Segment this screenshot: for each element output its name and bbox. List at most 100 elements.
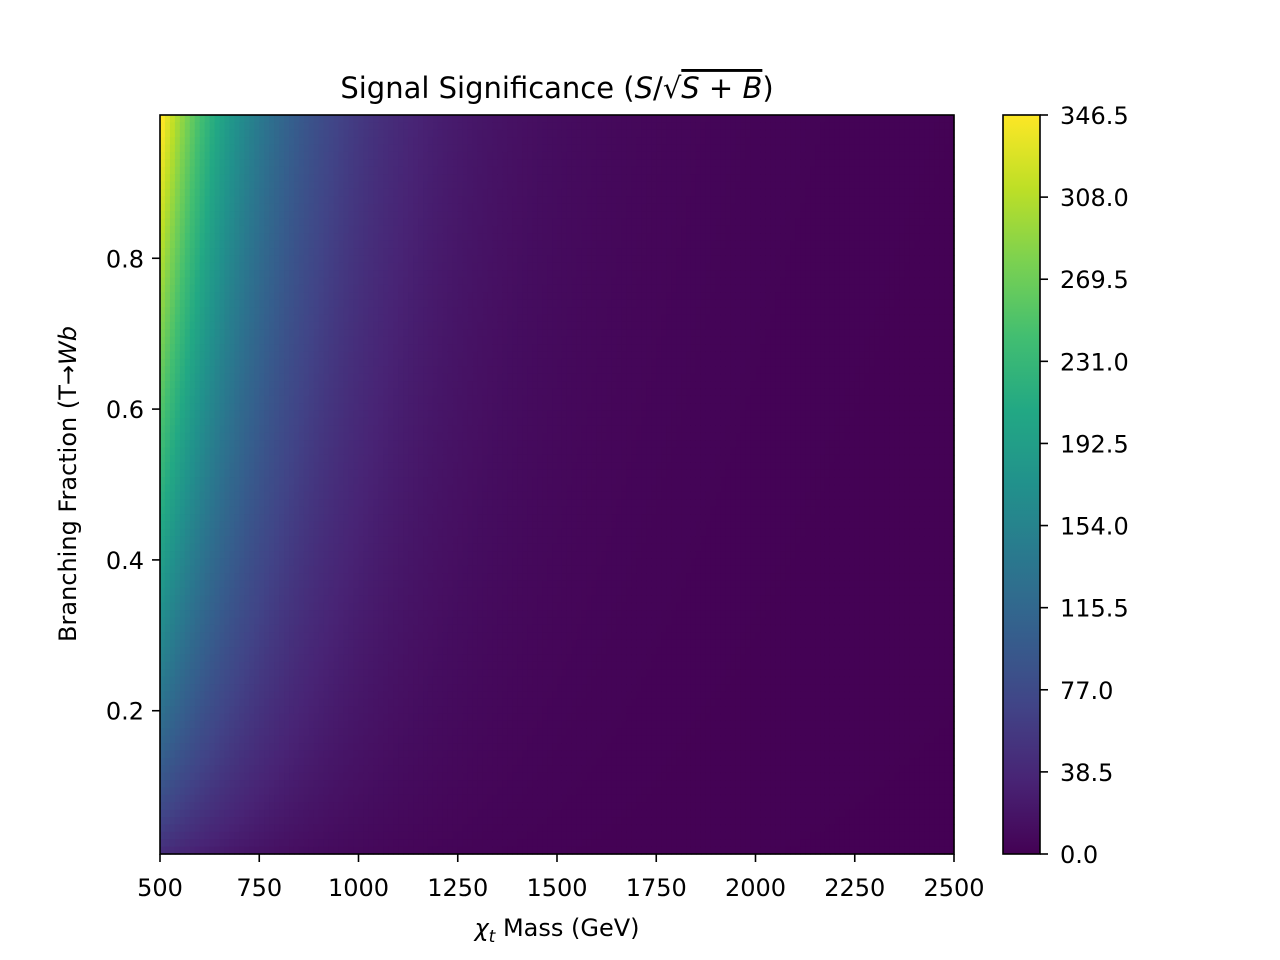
heatmap-cell (239, 129, 245, 138)
heatmap-cell (303, 846, 310, 855)
heatmap-cell (219, 425, 226, 434)
heatmap-cell (169, 211, 176, 220)
heatmap-cell (204, 188, 211, 197)
heatmap-cell (224, 321, 231, 330)
heatmap-cell (229, 381, 236, 390)
heatmap-cell (398, 661, 404, 670)
heatmap-cell (209, 395, 216, 404)
heatmap-cell (199, 174, 206, 183)
heatmap-cell (293, 846, 300, 855)
heatmap-cell (378, 617, 384, 626)
heatmap-cell (179, 403, 186, 412)
heatmap-cell (353, 772, 360, 781)
heatmap-cell (353, 794, 360, 803)
heatmap-cell (279, 373, 285, 382)
heatmap-cell (244, 403, 250, 412)
heatmap-cell (274, 728, 280, 737)
heatmap-cell (398, 336, 404, 345)
heatmap-cell (199, 366, 206, 375)
heatmap-cell (398, 720, 404, 729)
heatmap-cell (373, 543, 379, 552)
heatmap-cell (189, 262, 196, 271)
heatmap-cell (224, 225, 231, 234)
heatmap-cell (189, 743, 196, 752)
heatmap-cell (214, 661, 221, 670)
heatmap-cell (289, 654, 295, 663)
heatmap-cell (279, 817, 285, 826)
heatmap-cell (229, 684, 236, 693)
heatmap-cell (383, 484, 389, 493)
heatmap-cell (184, 314, 191, 323)
heatmap-cell (194, 292, 201, 301)
heatmap-cell (204, 654, 211, 663)
heatmap-cell (274, 248, 280, 257)
heatmap-cell (179, 454, 186, 463)
heatmap-cell (318, 595, 325, 604)
heatmap-cell (179, 735, 186, 744)
heatmap-cell (393, 831, 399, 840)
heatmap-cell (174, 551, 181, 559)
heatmap-cell (239, 647, 245, 656)
heatmap-cell (179, 595, 186, 604)
heatmap-cell (169, 720, 176, 729)
heatmap-cell (363, 388, 370, 397)
heatmap-cell (249, 565, 255, 574)
heatmap-cell (274, 720, 280, 729)
heatmap-cell (160, 713, 166, 722)
heatmap-cell (160, 654, 166, 663)
heatmap-cell (254, 381, 260, 390)
heatmap-cell (398, 159, 404, 168)
heatmap-cell (393, 129, 399, 138)
heatmap-cell (328, 543, 335, 552)
heatmap-cell (214, 610, 221, 619)
heatmap-cell (338, 329, 345, 338)
heatmap-cell (368, 602, 374, 611)
heatmap-cell (259, 137, 265, 146)
heatmap-cell (239, 617, 245, 626)
heatmap-cell (333, 211, 340, 220)
heatmap-cell (293, 225, 300, 234)
heatmap-cell (214, 469, 221, 478)
heatmap-cell (343, 846, 350, 855)
heatmap-cell (343, 839, 350, 848)
heatmap-cell (164, 144, 171, 153)
heatmap-cell (259, 307, 265, 316)
heatmap-cell (249, 676, 255, 685)
heatmap-cell (264, 314, 270, 323)
heatmap-cell (383, 551, 389, 559)
heatmap-cell (169, 262, 176, 271)
heatmap-cell (274, 580, 280, 589)
heatmap-cell (219, 270, 226, 279)
heatmap-cell (199, 647, 206, 656)
heatmap-cell (318, 454, 325, 463)
heatmap-cell (289, 839, 295, 848)
heatmap-cell (318, 196, 325, 205)
heatmap-cell (289, 491, 295, 500)
heatmap-cell (378, 373, 384, 382)
heatmap-cell (194, 159, 201, 168)
heatmap-cell (160, 262, 166, 271)
heatmap-cell (209, 647, 216, 656)
heatmap-cell (259, 743, 265, 752)
heatmap-cell (328, 144, 335, 153)
heatmap-cell (259, 129, 265, 138)
heatmap-cell (199, 381, 206, 390)
heatmap-cell (209, 521, 216, 530)
heatmap-cell (373, 233, 379, 242)
heatmap-cell (169, 565, 176, 574)
heatmap-cell (269, 787, 275, 796)
heatmap-cell (214, 115, 221, 123)
heatmap-cell (363, 654, 370, 663)
heatmap-cell (199, 698, 206, 707)
heatmap-cell (393, 211, 399, 220)
heatmap-cell (363, 536, 370, 545)
heatmap-cell (274, 469, 280, 478)
heatmap-cell (348, 469, 355, 478)
heatmap-cell (298, 166, 305, 175)
heatmap-cell (353, 344, 360, 353)
heatmap-cell (338, 314, 345, 323)
heatmap-cell (298, 137, 305, 146)
heatmap-cell (303, 720, 310, 729)
heatmap-cell (274, 144, 280, 153)
heatmap-cell (224, 417, 231, 426)
